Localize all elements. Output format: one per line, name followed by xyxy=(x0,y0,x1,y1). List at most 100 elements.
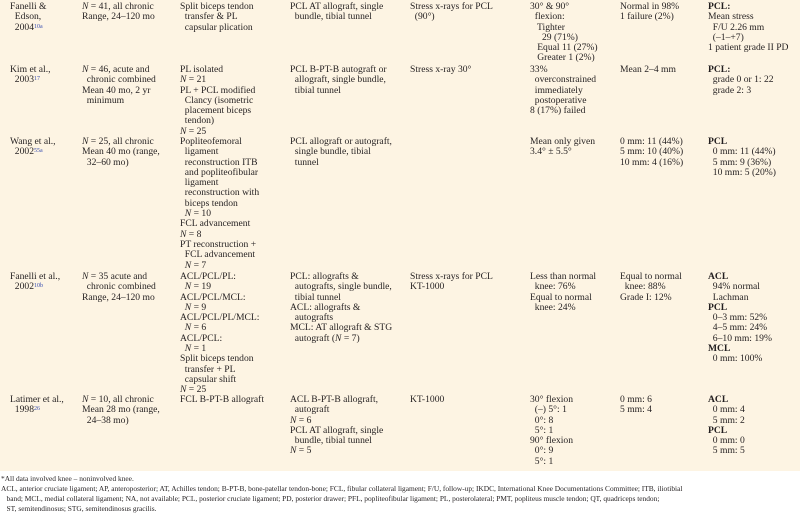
cell-line: ligament xyxy=(180,146,219,158)
cell-line: KT-1000 xyxy=(410,394,445,405)
cell-study: Kim et al., 200317 xyxy=(10,64,51,86)
cell-line: PL + PCL modified xyxy=(180,84,256,96)
cell-line: PL isolated xyxy=(180,64,224,75)
cell-study: Fanelli & Edson, 200410a xyxy=(10,1,47,33)
cell-line: 200210b xyxy=(10,281,43,293)
cell-pl-procedure: PL isolated N = 21 PL + PCL modified Clanc… xyxy=(180,64,256,137)
cell-line: Edson, xyxy=(10,11,42,23)
cell-line: Mean 28 mo (range, xyxy=(82,404,160,416)
cell-ap-outcome: Mean 2–4 mm xyxy=(620,64,676,75)
cell-line: placement biceps xyxy=(180,105,252,117)
cell-line: reconstruction ITB xyxy=(180,156,258,168)
cell-line: 5 mm: 2 xyxy=(708,414,745,426)
cell-line: 0°: 9 xyxy=(530,445,554,457)
cell-ligament-laxity: PCL 0 mm: 11 (44%) 5 mm: 9 (36%) 10 mm: … xyxy=(708,136,776,178)
cell-line: 200410a xyxy=(10,21,43,33)
cell-line: Tighter xyxy=(530,21,565,33)
cell-line: 5 mm: 10 (40%) xyxy=(620,146,684,158)
cell-line: allograft, single bundle, xyxy=(290,74,386,86)
cell-line: tunnel xyxy=(290,156,319,168)
abbreviations-footnote: ST, semitendinosus; STG, semitendinosus … xyxy=(1,504,157,513)
cell-line: PCL AT allograft, single xyxy=(290,1,384,12)
cell-line: 10 mm: 4 (16%) xyxy=(620,156,684,168)
cell-patients: N = 35 acute and chronic combined Range, … xyxy=(82,271,156,303)
results-table: Fanelli & Edson, 200410a N = 41, all chro… xyxy=(0,0,800,471)
cell-patients: N = 10, all chronic Mean 28 mo (range, 24… xyxy=(82,394,160,426)
cell-line: biceps tendon xyxy=(180,197,238,209)
cell-cruciate-procedure: PCL B-PT-B autograft or allograft, singl… xyxy=(290,64,387,96)
cell-patients: N = 25, all chronic Mean 40 mo (range, 32… xyxy=(82,136,160,168)
cell-line: and popliteofibular xyxy=(180,166,259,178)
cell-line: Latimer et al., xyxy=(10,394,64,405)
cell-line: Fanelli et al., xyxy=(10,271,61,282)
reference-link[interactable]: 55a xyxy=(33,148,43,155)
cell-line: 5 mm: 9 (36%) xyxy=(708,156,772,168)
cell-line: Mean 2–4 mm xyxy=(620,64,676,75)
cell-line: ACL/PCL/PL/MCL: xyxy=(180,312,260,324)
cell-line: grade 2: 3 xyxy=(708,84,752,96)
reference-link[interactable]: 10b xyxy=(33,283,43,290)
cell-line: PCL: allografts & xyxy=(290,271,359,282)
cell-line: Mean only given xyxy=(530,136,596,147)
cell-line: N = 25 xyxy=(180,384,207,396)
cell-line: Normal in 98% xyxy=(620,1,680,12)
cell-line: 29 (71%) xyxy=(530,31,578,43)
cell-line: reconstruction with xyxy=(180,187,260,199)
cell-ligament-laxity: ACL 0 mm: 4 5 mm: 2 PCL 0 mm: 0 5 mm: 5 xyxy=(708,394,745,457)
abbreviations-footnote: band; MCL, medial collateral ligament; N… xyxy=(1,494,660,503)
cell-ap-outcome: Equal to normal knee: 88% Grade I: 12% xyxy=(620,271,682,303)
cell-line: PCL xyxy=(708,424,728,436)
cell-line: Lachman xyxy=(708,291,749,303)
cell-line: capsular plication xyxy=(180,21,253,33)
cell-line: 1 failure (2%) xyxy=(620,11,674,23)
cell-line: Clancy (isometric xyxy=(180,94,254,106)
cell-line: ACL: allografts & xyxy=(290,301,361,313)
cell-line: N = 7 xyxy=(184,259,207,271)
cell-line: PCL AT allograft, single xyxy=(290,424,384,436)
cell-line: (90°) xyxy=(410,11,435,23)
cell-line: (–) 5°: 1 xyxy=(530,404,567,416)
cell-line: chronic combined xyxy=(82,74,156,86)
cell-line: PCL xyxy=(708,136,728,147)
cell-line: N = 46, acute and xyxy=(82,64,150,75)
cell-line: 33% xyxy=(530,64,548,75)
reference-link[interactable]: 10a xyxy=(33,23,43,30)
cell-line: immediately xyxy=(530,84,583,96)
cell-line: 10 mm: 5 (20%) xyxy=(708,166,776,178)
cell-lateral-outcome: Less than normal knee: 76% Equal to norma… xyxy=(530,271,597,313)
cell-line: Mean stress xyxy=(708,11,754,23)
cell-ligament-laxity: ACL 94% normal Lachman PCL 0–3 mm: 52% 4–… xyxy=(708,271,772,365)
cell-line: 0 mm: 11 (44%) xyxy=(708,146,776,158)
cell-line: N = 25 xyxy=(180,125,207,137)
cell-pl-procedure: Split biceps tendon transfer & PL capsul… xyxy=(180,1,254,33)
cell-line: 0 mm: 11 (44%) xyxy=(620,136,683,147)
cell-line: tibial tunnel xyxy=(290,291,341,303)
cell-line: 0 mm: 0 xyxy=(708,435,745,447)
cell-line: transfer & PL xyxy=(180,11,238,23)
cell-line: FCL advancement xyxy=(180,218,251,230)
cell-line: postoperative xyxy=(530,94,587,106)
reference-link[interactable]: 17 xyxy=(33,76,40,83)
cell-patients: N = 41, all chronic Range, 24–120 mo xyxy=(82,1,155,23)
cell-line: 200255a xyxy=(10,146,43,158)
cell-line: PCL allograft or autograft, xyxy=(290,136,392,147)
cell-line: bundle, tibial tunnel xyxy=(290,435,372,447)
cell-line: ACL B-PT-B allograft, xyxy=(290,394,379,405)
cell-line: Range, 24–120 mo xyxy=(82,291,155,303)
cell-line: 5 mm: 4 xyxy=(620,404,652,416)
cell-lateral-outcome: 30° & 90° flexion: Tighter 29 (71%) Equa… xyxy=(530,1,598,64)
reference-link[interactable]: 26 xyxy=(33,406,40,413)
cell-lateral-outcome: 30° flexion (–) 5°: 1 0°: 8 5°: 1 90° fle… xyxy=(530,394,573,467)
cell-study: Latimer et al., 199826 xyxy=(10,394,64,416)
cell-line: autografts, single bundle, xyxy=(290,281,392,293)
cell-line: Less than normal xyxy=(530,271,597,282)
cell-line: Equal to normal xyxy=(620,271,682,282)
cell-line: Stress x-rays for PCL xyxy=(410,271,493,282)
cell-cruciate-procedure: PCL AT allograft, single bundle, tibial … xyxy=(290,1,384,23)
cell-line: 0°: 8 xyxy=(530,414,554,426)
cell-line: 3.4° ± 5.5° xyxy=(530,146,572,158)
cell-line: 199826 xyxy=(10,404,40,416)
cell-cruciate-procedure: PCL: allografts & autografts, single bun… xyxy=(290,271,392,344)
cell-line: ACL/PCL: xyxy=(180,332,223,344)
cell-lateral-outcome: 33% overconstrained immediately postoper… xyxy=(530,64,596,116)
